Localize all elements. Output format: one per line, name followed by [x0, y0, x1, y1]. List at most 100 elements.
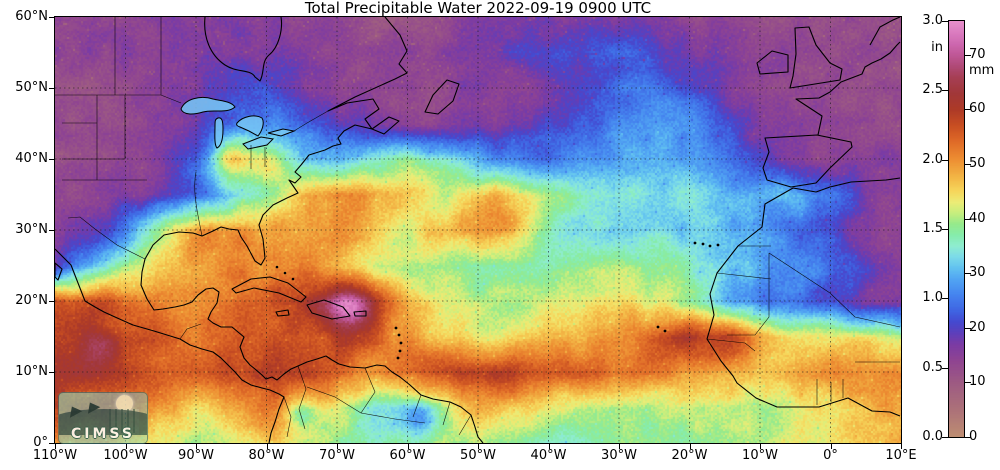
colorbar-in-tick-mark [942, 367, 948, 369]
lon-tick-mark [196, 444, 197, 449]
colorbar-in-tick-label: 1.5 [922, 221, 943, 236]
lon-tick-label: 60°W [389, 448, 426, 463]
lat-tick-label: 0° [33, 435, 48, 450]
coast-jamaica [275, 309, 290, 317]
colorbar-mm-tick-label: 0 [969, 429, 978, 444]
lon-tick-label: 20°W [671, 448, 708, 463]
coast-pacific-mexico-central-america [55, 248, 285, 443]
colorbar-mm-tick-mark [965, 437, 971, 438]
colorbar-in-tick-mark [942, 21, 948, 22]
lon-tick-mark [830, 444, 832, 449]
lon-tick-mark [760, 444, 761, 449]
lon-tick-mark [548, 444, 550, 449]
coast-norway [869, 17, 901, 46]
colorbar-mm-tick-label: 70 [969, 46, 986, 62]
lake-ontario [267, 128, 296, 137]
colorbar [948, 20, 965, 438]
lon-tick-mark [478, 444, 479, 449]
logo-text: CIMSS [71, 426, 135, 442]
lon-tick-label: 0° [823, 448, 838, 463]
colorbar-in-tick-label: 1.0 [922, 290, 943, 306]
graticule-grid [55, 17, 901, 443]
colorbar-mm-tick-label: 60 [969, 101, 986, 117]
lon-tick-mark [407, 444, 409, 449]
colorbar-in-tick-label: 3.0 [922, 13, 943, 28]
lat-tick-mark [49, 17, 54, 18]
coast-baja [55, 262, 63, 281]
lat-tick-label: 40°N [15, 151, 48, 166]
political-borders [55, 17, 901, 438]
lake-michigan [214, 117, 224, 149]
colorbar-mm-tick-label: 20 [969, 319, 986, 335]
coast-na-east-gulf-caribbean-sa [140, 17, 484, 443]
colorbar-in-tick-label: 0.5 [922, 359, 943, 375]
lat-tick-mark [49, 443, 54, 444]
lat-tick-mark [49, 372, 54, 373]
lat-tick-label: 20°N [15, 293, 48, 308]
colorbar-mm-tick-mark [965, 382, 971, 384]
lakes [180, 96, 296, 150]
lon-tick-label: 90°W [178, 448, 214, 463]
coast-hispaniola [306, 299, 351, 320]
colorbar-mm-tick-label: 50 [969, 156, 986, 172]
coast-mediterranean-north-africa [792, 177, 901, 193]
coast-nova-scotia [371, 116, 400, 135]
map-overlay-svg [55, 17, 901, 443]
coast-africa-west [706, 187, 901, 417]
colorbar-mm-tick-mark [965, 54, 971, 56]
coast-ireland [756, 50, 789, 75]
lat-tick-label: 10°N [15, 364, 48, 379]
lon-tick-label: 100°W [103, 448, 148, 463]
lon-tick-label: 10°E [885, 448, 917, 463]
colorbar-mm-tick-label: 40 [969, 210, 986, 226]
colorbar-mm-tick-mark [965, 218, 971, 220]
colorbar-mm-tick-mark [965, 327, 971, 329]
lon-tick-mark [55, 444, 56, 449]
colorbar-mm-tick-mark [965, 273, 971, 275]
logo-earth-icon [59, 409, 147, 435]
colorbar-unit-inches: in [931, 40, 943, 55]
coast-iberia [762, 134, 853, 188]
lon-tick-label: 70°W [319, 448, 355, 463]
coast-hudson-bay [204, 17, 283, 82]
colorbar-mm-tick-mark [965, 164, 971, 166]
map-title: Total Precipitable Water 2022-09-19 0900… [304, 0, 652, 17]
lon-tick-mark [619, 444, 620, 449]
islands [275, 241, 720, 360]
lon-tick-mark [901, 444, 902, 449]
colorbar-mm-tick-label: 10 [969, 374, 986, 390]
colorbar-unit-mm: mm [969, 63, 995, 78]
lon-tick-label: 30°W [601, 448, 637, 463]
cimss-logo: CIMSS [58, 392, 148, 444]
lon-tick-mark [689, 444, 691, 449]
colorbar-canvas [949, 21, 964, 437]
lon-tick-label: 50°W [460, 448, 496, 463]
lat-tick-mark [49, 88, 54, 89]
colorbar-in-tick-label: 2.5 [922, 82, 943, 98]
colorbar-in-tick-mark [942, 90, 948, 92]
colorbar-in-tick-mark [942, 229, 948, 230]
lon-tick-mark [266, 444, 268, 449]
lat-tick-mark [49, 301, 54, 302]
lon-tick-mark [125, 444, 127, 449]
coast-britain [789, 26, 843, 89]
colorbar-mm-tick-mark [965, 109, 971, 111]
map-plot-area: CIMSS [54, 16, 902, 444]
lon-tick-label: 40°W [530, 448, 567, 463]
coastlines [55, 17, 901, 443]
graticule-lines [55, 17, 901, 443]
lake-huron [236, 115, 264, 137]
lat-tick-label: 30°N [15, 222, 48, 237]
lat-tick-label: 50°N [15, 80, 48, 95]
logo-moon-icon [116, 395, 133, 412]
coast-newfoundland [424, 79, 460, 115]
coast-cuba [231, 276, 307, 303]
colorbar-in-tick-label: 0.0 [922, 429, 943, 444]
lat-tick-mark [49, 230, 54, 231]
colorbar-in-tick-label: 2.0 [922, 151, 943, 167]
lon-tick-label: 110°W [32, 448, 78, 463]
colorbar-mm-tick-label: 30 [969, 265, 986, 281]
lat-tick-label: 60°N [15, 9, 48, 24]
lon-tick-label: 80°W [248, 448, 285, 463]
